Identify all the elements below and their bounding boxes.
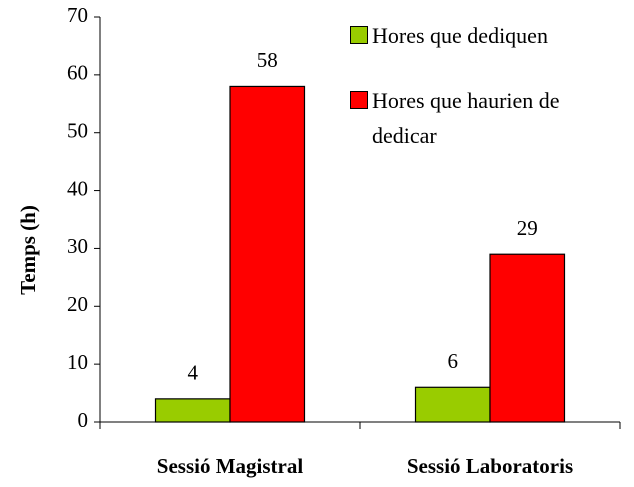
x-tick-label: Sessió Laboratoris [407, 454, 573, 478]
legend-label: Hores que haurien de dedicar [372, 88, 560, 148]
bar [489, 253, 566, 423]
y-tick-label: 0 [78, 408, 89, 432]
bar [414, 386, 491, 423]
y-tick-label: 30 [67, 234, 88, 258]
y-tick-label: 20 [67, 292, 88, 316]
data-label: 58 [257, 48, 278, 72]
y-tick-label: 40 [67, 176, 88, 200]
y-tick-label: 60 [67, 61, 88, 85]
bar [229, 85, 306, 423]
bar [154, 398, 231, 423]
y-tick-label: 10 [67, 350, 88, 374]
data-label: 4 [188, 361, 199, 385]
data-label: 6 [448, 349, 459, 373]
y-tick-label: 70 [67, 3, 88, 27]
legend-swatch [350, 91, 368, 109]
x-tick-label: Sessió Magistral [157, 454, 304, 478]
data-label: 29 [517, 216, 538, 240]
legend-label: Hores que dediquen [372, 23, 548, 48]
legend-swatch [350, 26, 368, 44]
y-axis-label: Temps (h) [16, 205, 40, 295]
y-tick-label: 50 [67, 119, 88, 143]
